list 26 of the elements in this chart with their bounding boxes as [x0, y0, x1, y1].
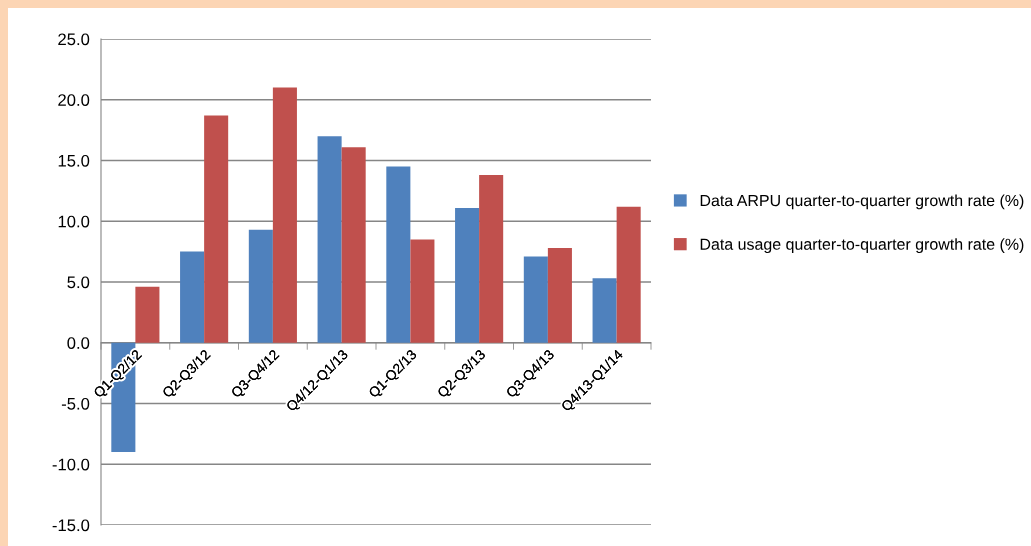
bar: [272, 87, 297, 343]
y-tick-label: 15.0: [58, 154, 90, 167]
y-tick-label: -5.0: [61, 397, 90, 410]
y-tick-label: 0.0: [67, 337, 90, 349]
bar: [386, 166, 411, 343]
bar: [248, 229, 273, 343]
bar: [616, 206, 641, 343]
bar: [317, 136, 342, 343]
bar: [479, 175, 504, 343]
bar: [455, 207, 480, 343]
bar: [180, 251, 205, 343]
bar: [135, 286, 160, 343]
bar: [410, 239, 435, 343]
y-tick-label: -15.0: [52, 519, 90, 532]
y-tick-label: 5.0: [67, 276, 90, 289]
bar: [204, 115, 229, 343]
y-tick-label: 20.0: [58, 94, 90, 106]
legend-label: Data ARPU quarter-to-quarter growth rate (%): [700, 194, 1024, 210]
bar: [341, 147, 366, 343]
bar: [523, 256, 548, 343]
y-tick-label: -10.0: [52, 458, 90, 471]
y-tick-label: 25.0: [58, 33, 90, 46]
bar: [547, 247, 572, 343]
y-tick-label: 10.0: [58, 215, 90, 228]
legend-label: Data usage quarter-to-quarter growth rate (%): [700, 238, 1024, 254]
bar: [592, 278, 617, 343]
